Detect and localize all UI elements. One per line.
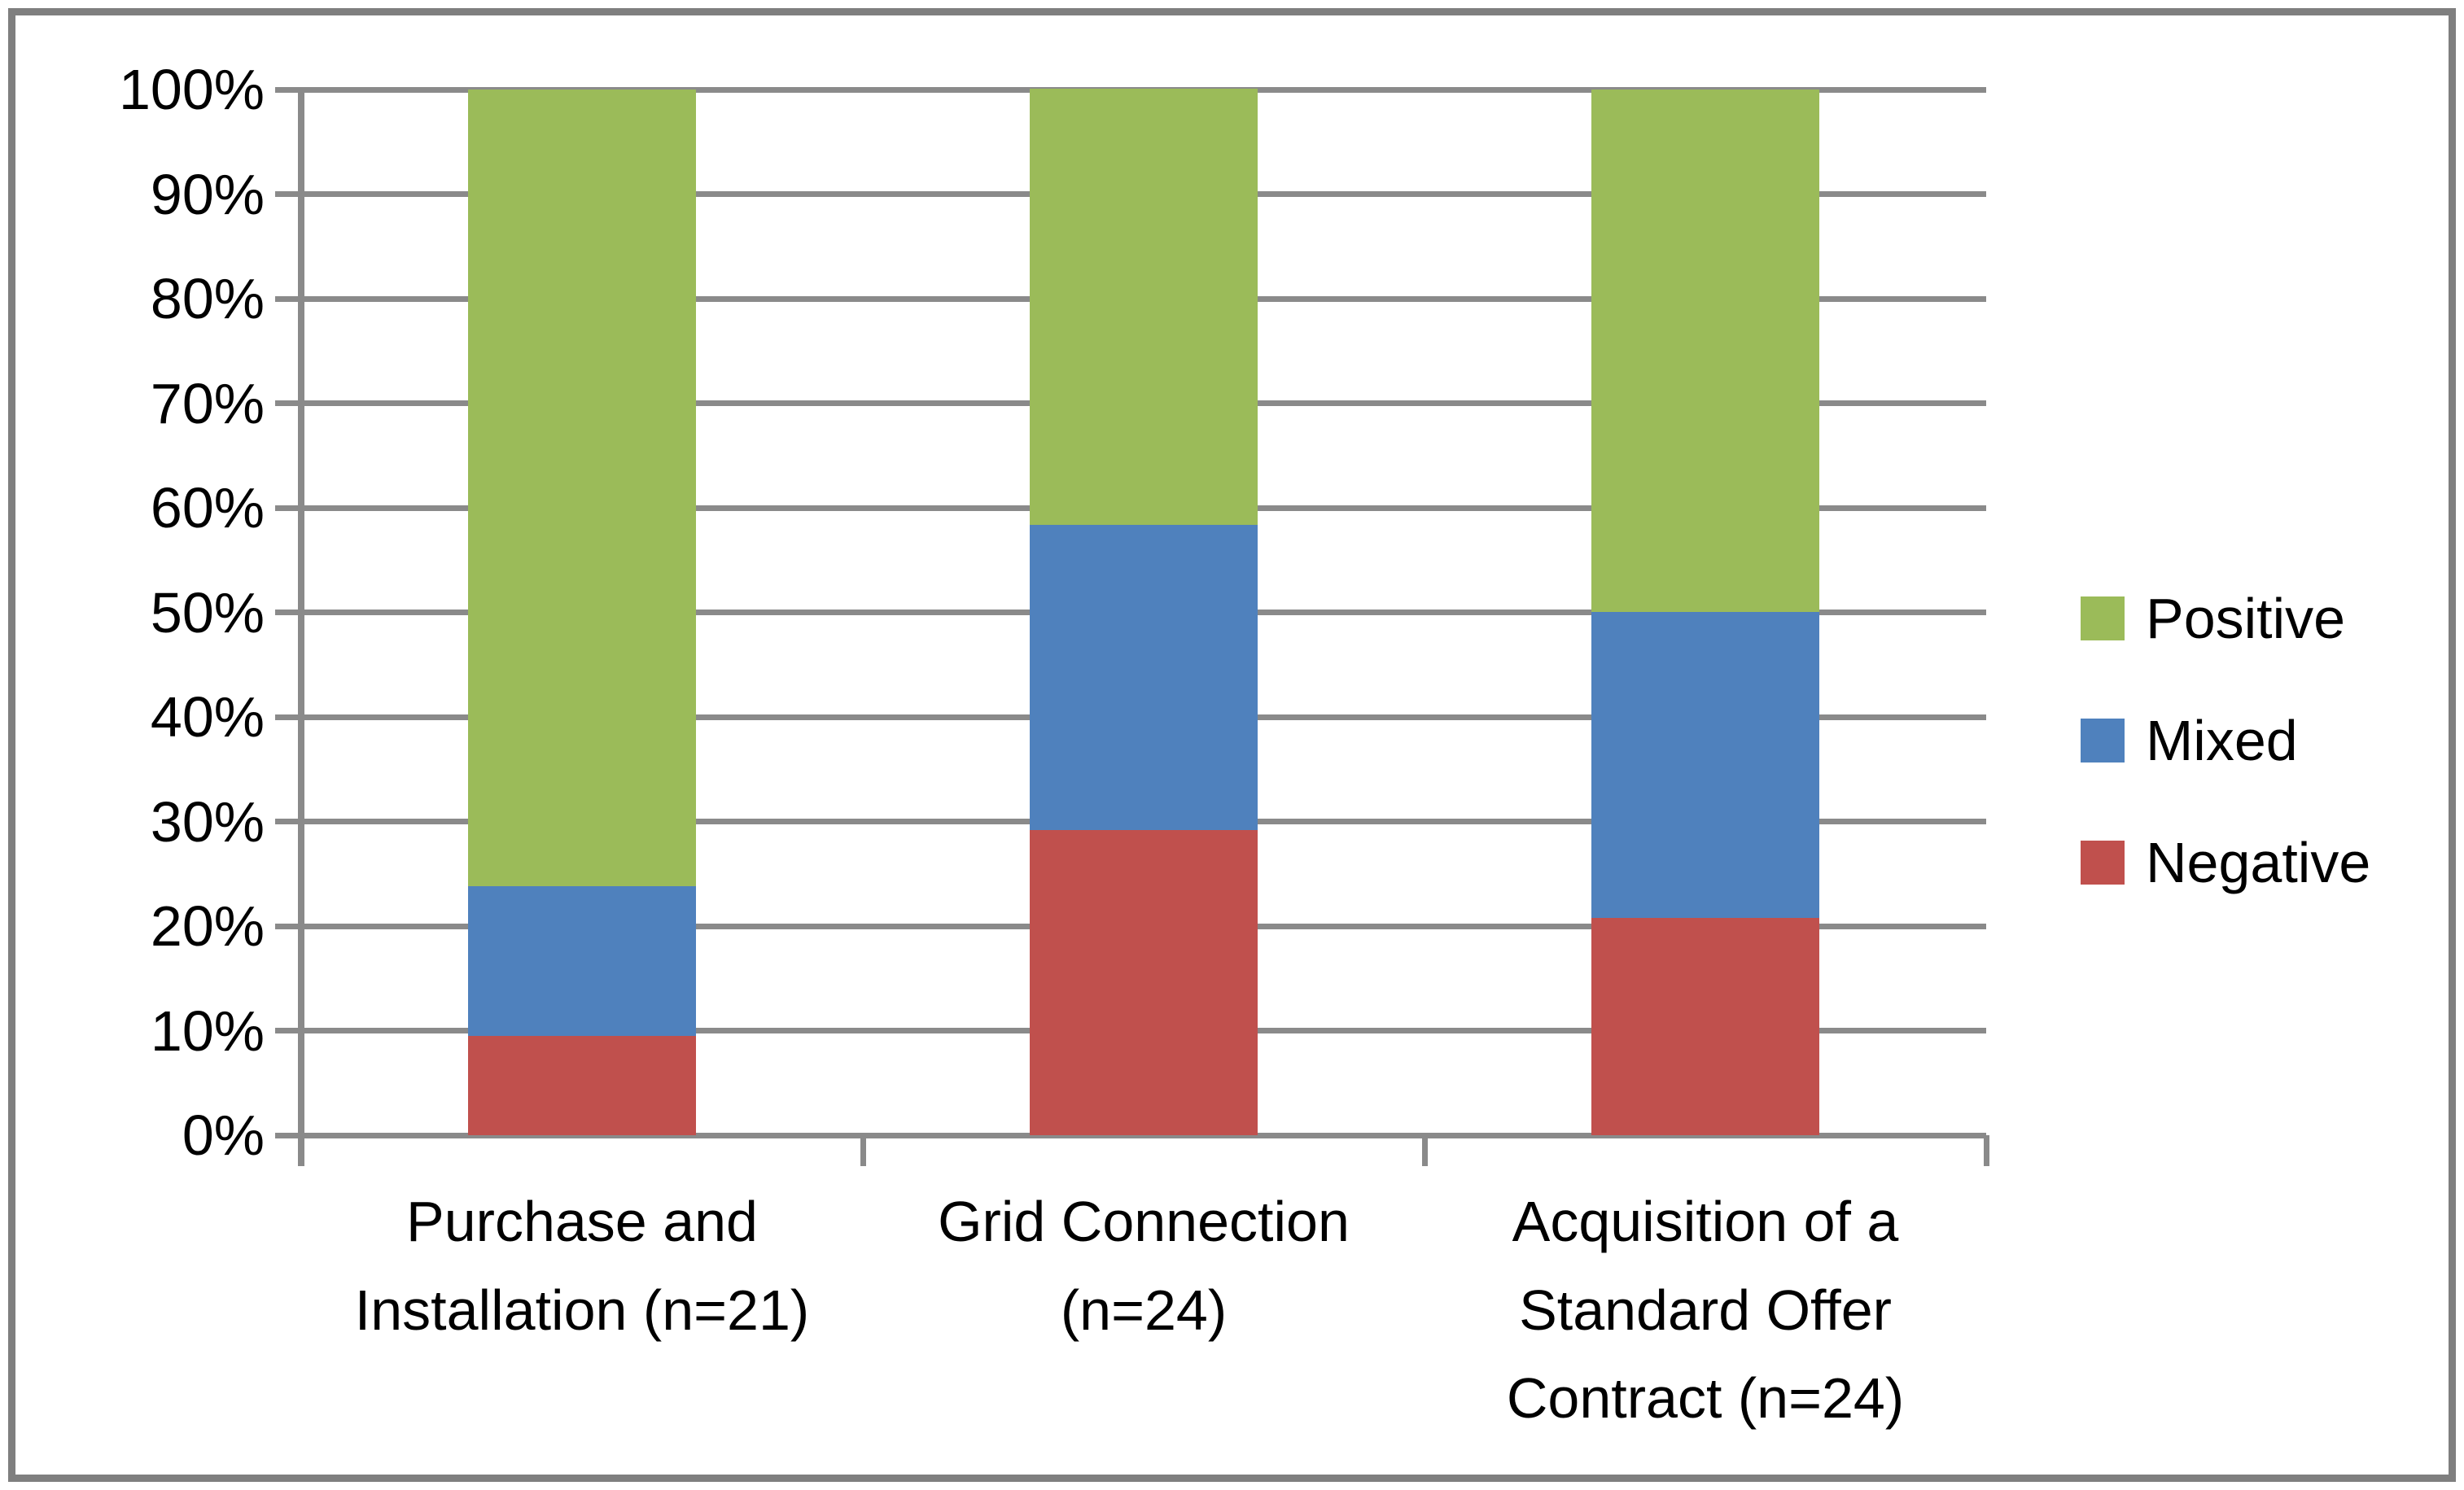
bar-segment-negative: [468, 1036, 696, 1135]
gridline-0%: [275, 1133, 1986, 1138]
y-axis-line: [298, 90, 304, 1166]
y-tick-label: 70%: [150, 372, 265, 435]
legend-label: Negative: [2146, 831, 2371, 894]
legend-item-positive: Positive: [2081, 590, 2422, 647]
y-tick-label: 50%: [150, 581, 265, 645]
bar-segment-positive: [1591, 90, 1819, 612]
legend-swatch-mixed: [2081, 719, 2125, 762]
bar-3: [1591, 90, 1819, 1135]
bar-segment-negative: [1591, 918, 1819, 1135]
y-tick-label: 40%: [150, 685, 265, 749]
y-tick-label: 90%: [150, 163, 265, 226]
bar-segment-mixed: [1591, 612, 1819, 918]
y-tick-label: 100%: [118, 58, 265, 121]
y-tick-label: 10%: [150, 999, 265, 1063]
bar-segment-mixed: [468, 886, 696, 1036]
y-tick-label: 30%: [150, 790, 265, 854]
legend-item-mixed: Mixed: [2081, 712, 2422, 769]
x-axis-tick: [1422, 1135, 1428, 1166]
bar-segment-mixed: [1030, 525, 1258, 830]
bar-1: [468, 90, 696, 1135]
legend-label: Mixed: [2146, 709, 2298, 772]
legend-swatch-negative: [2081, 841, 2125, 885]
category-label-2: Grid Connection (n=24): [938, 1190, 1350, 1342]
y-tick-label: 60%: [150, 476, 265, 540]
legend-label: Positive: [2146, 587, 2346, 650]
x-axis-tick: [1984, 1135, 1989, 1166]
bar-2: [1030, 89, 1258, 1135]
category-label-3: Acquisition of a Standard Offer Contract…: [1506, 1190, 1905, 1430]
y-tick-label: 0%: [182, 1103, 265, 1167]
bar-segment-negative: [1030, 830, 1258, 1135]
y-tick-label: 20%: [150, 894, 265, 958]
category-label-1: Purchase and Installation (n=21): [354, 1190, 810, 1342]
bar-segment-positive: [468, 90, 696, 886]
chart-outer-border: [8, 8, 2456, 1482]
x-axis-tick: [860, 1135, 866, 1166]
bar-segment-positive: [1030, 89, 1258, 525]
legend-swatch-positive: [2081, 596, 2125, 640]
legend-item-negative: Negative: [2081, 834, 2422, 891]
y-tick-label: 80%: [150, 267, 265, 330]
